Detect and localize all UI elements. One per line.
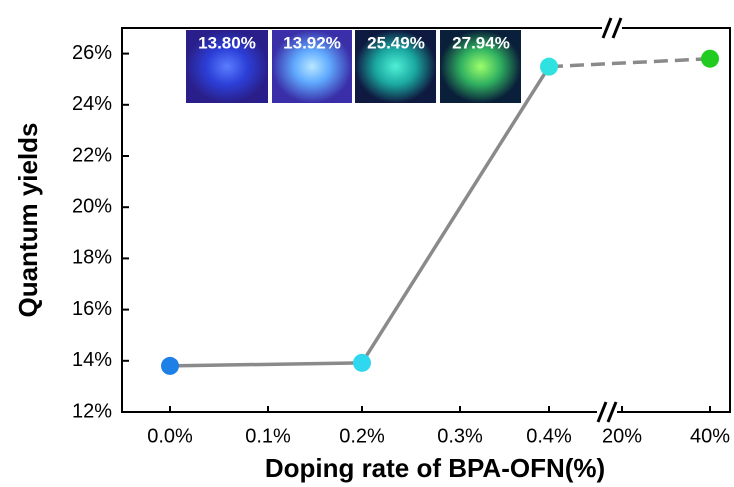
data-point: [540, 58, 558, 76]
x-tick-label: 20%: [602, 425, 642, 447]
inset-label: 13.92%: [283, 33, 341, 52]
page: {"chart_data": {"type": "line", "xlabel"…: [0, 0, 734, 487]
y-tick-label: 18%: [72, 247, 112, 269]
x-axis-title: Doping rate of BPA-OFN(%): [265, 453, 605, 483]
y-tick-label: 26%: [72, 42, 112, 64]
inset-label: 27.94%: [452, 33, 510, 52]
y-tick-label: 14%: [72, 349, 112, 371]
inset-label: 25.49%: [367, 33, 425, 52]
x-tick-label: 0.1%: [245, 425, 291, 447]
insets: 13.80% 13.92% 25.49% 27.94%: [186, 30, 521, 103]
y-tick-label: 24%: [72, 93, 112, 115]
y-axis-title: Quantum yields: [13, 122, 43, 317]
x-tick-label: 0.0%: [147, 425, 193, 447]
data-point: [701, 50, 719, 68]
inset-label: 13.80%: [198, 33, 256, 52]
y-tick-label: 20%: [72, 195, 112, 217]
y-tick-label: 22%: [72, 144, 112, 166]
y-tick-label: 16%: [72, 298, 112, 320]
data-point: [353, 354, 371, 372]
y-tick-label: 12%: [72, 400, 112, 422]
x-tick-label: 40%: [690, 425, 730, 447]
x-tick-label: 0.2%: [339, 425, 385, 447]
series-line: [549, 59, 710, 67]
series-line: [170, 363, 362, 366]
x-tick-label: 0.3%: [437, 425, 483, 447]
data-point: [161, 357, 179, 375]
series-line: [362, 67, 549, 363]
chart: 13.80% 13.92% 25.49% 27.94% Doping rate …: [0, 0, 734, 487]
x-tick-label: 0.4%: [526, 425, 572, 447]
